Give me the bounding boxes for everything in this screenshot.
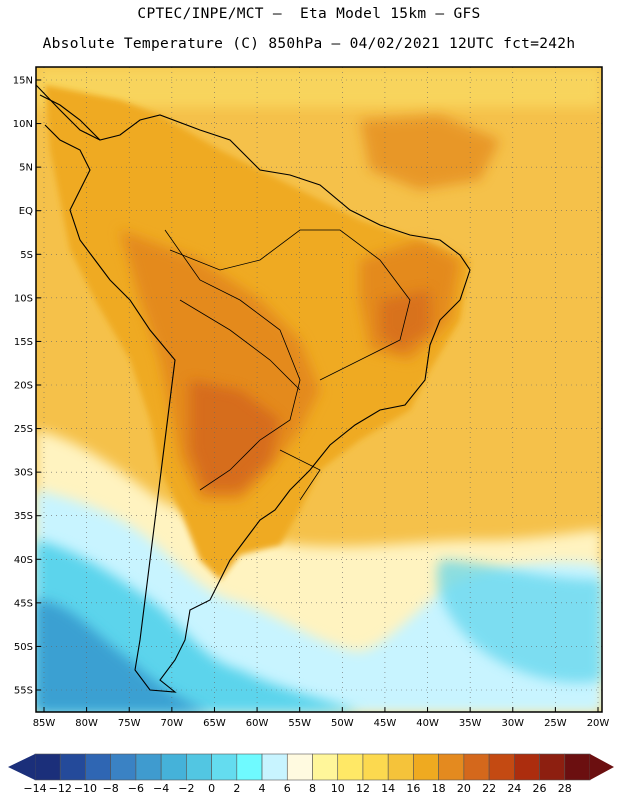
colorbar-label: 0 [208, 782, 216, 795]
colorbar-label: −12 [48, 782, 72, 795]
lon-label: 50W [331, 718, 354, 729]
colorbar-label: 24 [507, 782, 522, 795]
lat-label: EQ [19, 206, 33, 217]
field-east-cool [437, 560, 602, 683]
field-very-hot [190, 380, 280, 490]
colorbar-label: 4 [258, 782, 266, 795]
colorbar-right-arrow [590, 754, 614, 780]
lat-label: 5S [20, 250, 33, 261]
colorbar-label: 2 [233, 782, 241, 795]
lat-label: 45S [14, 598, 33, 609]
field-south-colder [36, 600, 210, 712]
colorbar-label: −4 [153, 782, 170, 795]
lon-label: 65W [203, 718, 226, 729]
lat-label: 50S [14, 642, 33, 653]
coastlines [35, 84, 471, 693]
border-andes [164, 229, 301, 491]
lon-label: 40W [416, 718, 439, 729]
lat-label: 40S [14, 555, 33, 566]
colorbar-swatch [186, 753, 212, 781]
lat-label: 10S [14, 293, 33, 304]
colorbar-swatch [564, 753, 591, 781]
colorbar-swatch [59, 753, 86, 781]
colorbar-label: 18 [431, 782, 446, 795]
lat-label: 15N [13, 76, 33, 87]
colorbar-label: −2 [178, 782, 195, 795]
lon-label: 75W [118, 718, 141, 729]
latitude-labels: 15N 10N 5N EQ 5S 10S 15S 20S 25S 30S 35S 40S 45S 50S 5… [13, 76, 41, 697]
lat-label: 5N [19, 163, 33, 174]
colorbar-swatch [387, 753, 414, 781]
colorbar-swatch [110, 753, 137, 781]
colorbar-label: −6 [127, 782, 145, 795]
colorbar-swatch [514, 753, 540, 781]
colorbar-swatch [261, 753, 288, 781]
lon-label: 55W [288, 718, 311, 729]
colorbar-swatch [438, 753, 465, 781]
lon-label: 20W [587, 718, 610, 729]
lat-label: 30S [14, 468, 33, 479]
colorbar-swatch [85, 753, 111, 781]
lat-label: 20S [14, 381, 33, 392]
colorbar-swatch [362, 753, 389, 781]
chart-subtitle: Absolute Temperature (C) 850hPa – 04/02/… [42, 36, 576, 52]
colorbar-label: 14 [381, 782, 396, 795]
field-north-mild [36, 67, 602, 107]
lat-label: 25S [14, 424, 33, 435]
longitude-labels: 85W 80W 75W 70W 65W 60W 55W 50W 45W 40W 35W 30W 25W 2… [33, 707, 610, 729]
colorbar-swatch [211, 753, 238, 781]
colorbar-label: 10 [330, 782, 345, 795]
border-brazil [169, 229, 411, 381]
temperature-field [36, 67, 602, 712]
lon-label: 80W [75, 718, 98, 729]
colorbar-label: −8 [102, 782, 119, 795]
field-hot-ocean [360, 115, 500, 190]
colorbar [8, 753, 614, 781]
lon-label: 30W [501, 718, 524, 729]
lon-label: 25W [544, 718, 567, 729]
coastline-south-america [39, 94, 471, 693]
colorbar-swatch [413, 753, 439, 781]
lon-label: 35W [459, 718, 482, 729]
lat-label: 35S [14, 511, 33, 522]
colorbar-swatch [337, 753, 364, 781]
colorbar-swatch [539, 753, 566, 781]
colorbar-label: 8 [309, 782, 316, 795]
colorbar-label: 6 [283, 782, 291, 795]
border-uruguay [279, 449, 321, 501]
border-bolivia [179, 299, 301, 391]
colorbar-label: −10 [73, 782, 98, 795]
lon-label: 45W [374, 718, 397, 729]
lon-label: 60W [246, 718, 269, 729]
colorbar-swatch [463, 753, 490, 781]
lon-label: 70W [161, 718, 184, 729]
colorbar-label: 28 [557, 782, 572, 795]
colorbar-label: 26 [532, 782, 547, 795]
lon-label: 85W [33, 718, 56, 729]
colorbar-label: 16 [406, 782, 421, 795]
colorbar-label: −14 [23, 782, 47, 795]
colorbar-left-arrow [8, 754, 35, 780]
colorbar-label: 22 [482, 782, 497, 795]
lat-label: 15S [14, 337, 33, 348]
lat-label: 55S [14, 686, 33, 697]
colorbar-swatch [160, 753, 187, 781]
colorbar-swatch [34, 753, 61, 781]
colorbar-swatch [135, 753, 162, 781]
colorbar-label: 12 [355, 782, 370, 795]
chart-title: CPTEC/INPE/MCT – Eta Model 15km – GFS [137, 6, 481, 22]
colorbar-swatch [286, 753, 313, 781]
lat-label: 10N [13, 119, 33, 130]
colorbar-swatch [236, 753, 263, 781]
coastline-central-america [35, 84, 101, 141]
map-frame [35, 66, 603, 713]
colorbar-swatch [312, 753, 339, 781]
colorbar-swatch [488, 753, 515, 781]
colorbar-label: 20 [456, 782, 471, 795]
